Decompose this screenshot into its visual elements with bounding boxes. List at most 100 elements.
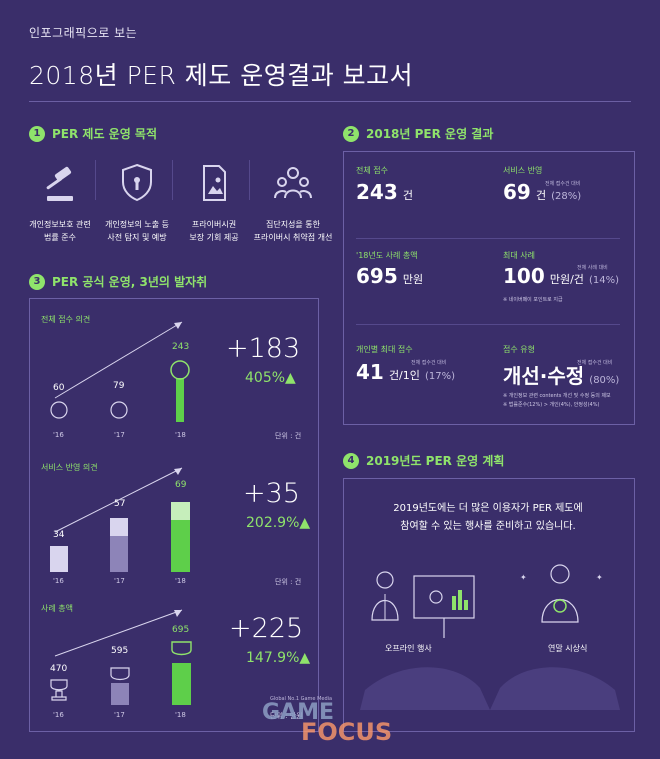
history-percent: 202.9%▲ <box>246 515 311 531</box>
section-title: PER 공식 운영, 3년의 발자취 <box>52 275 208 289</box>
history-unit: 단위 : 건 <box>275 578 302 586</box>
trend-arrow <box>174 322 182 329</box>
document-icon <box>50 546 68 572</box>
section-title: PER 제도 운영 목적 <box>52 127 158 141</box>
document-icon <box>110 518 128 536</box>
bar-highlight <box>176 378 184 422</box>
history-value: 695 <box>172 625 190 635</box>
divider <box>356 238 620 239</box>
divider <box>249 160 250 200</box>
shield-icon <box>114 160 160 206</box>
trend-line <box>54 609 183 657</box>
result-label: 전체 접수 <box>356 166 388 175</box>
plan-panel <box>343 478 635 732</box>
result-value-group: 243 건 <box>356 180 413 204</box>
result-value-group: 100 만원/건 (14%) <box>503 264 619 288</box>
section-title: 2018년 PER 운영 결과 <box>366 127 494 141</box>
watermark-tagline: Global No.1 Game Media <box>270 696 333 702</box>
document-icon <box>171 502 190 520</box>
svg-text:✦: ✦ <box>596 573 603 582</box>
history-value: 69 <box>175 480 187 490</box>
plan-illustration: ✦ ✦ <box>360 564 620 710</box>
hand-illustration <box>490 667 620 710</box>
result-value: 695 <box>356 264 398 288</box>
plan-item-label: 연말 시상식 <box>548 644 588 653</box>
result-note: 전체 접수건 대비 <box>577 360 613 366</box>
result-value-group: 개선·수정 (80%) <box>503 360 619 389</box>
result-value: 69 <box>503 180 531 204</box>
history-year: '18 <box>175 577 186 585</box>
history-unit: 단위 : 만원 <box>270 712 303 720</box>
result-value: 100 <box>503 264 545 288</box>
result-unit: 건 <box>535 189 547 202</box>
result-percent: (17%) <box>424 371 456 382</box>
history-chart <box>50 321 190 422</box>
history-label: 서비스 반영 의견 <box>41 463 98 472</box>
result-label: '18년도 사례 총액 <box>356 251 418 260</box>
divider <box>356 324 620 325</box>
history-value: 79 <box>113 381 125 391</box>
purpose-label: 집단지성을 통한 프라이버시 취약점 개선 <box>253 220 333 242</box>
history-value: 470 <box>50 664 68 674</box>
watermark-logo: FOCUS <box>301 718 393 746</box>
history-percent: 147.9%▲ <box>246 650 311 666</box>
svg-text:✦: ✦ <box>520 573 527 582</box>
section-title: 2019년도 PER 운영 계획 <box>366 454 505 468</box>
result-value-group: 41 건/1인 (17%) <box>356 360 455 384</box>
results-panel <box>343 151 635 425</box>
history-chart <box>50 609 192 705</box>
history-chart <box>50 467 190 572</box>
result-note: 전체 접수건 대비 <box>411 360 447 366</box>
result-footnote: ※ 법률준수(12%) > 개인(4%), 안정성(4%) <box>503 402 600 408</box>
result-percent: (14%) <box>589 275 620 286</box>
medal-icon <box>553 599 567 613</box>
trophy-icon <box>171 641 192 656</box>
result-percent: (28%) <box>551 191 582 202</box>
trophy-icon <box>110 667 130 681</box>
result-value: 개선·수정 <box>503 364 585 388</box>
trophy-icon <box>50 679 68 701</box>
divider <box>95 160 96 200</box>
result-label: 개인별 최대 접수 <box>356 345 413 354</box>
history-increase: +183 <box>226 333 301 364</box>
purpose-item: 개인정보보호 관련 법률 준수 <box>22 160 98 244</box>
bar-highlight <box>172 663 191 705</box>
result-value-group: 69 건 (28%) <box>503 180 581 204</box>
history-year: '16 <box>53 431 64 439</box>
purpose-label: 프라이버시권 보장 기회 제공 <box>189 220 239 242</box>
history-year: '16 <box>53 577 64 585</box>
history-value: 34 <box>53 530 65 540</box>
result-note: 전체 접수건 대비 <box>545 181 581 187</box>
presentation-board-icon <box>413 575 475 619</box>
hand-illustration <box>360 667 490 710</box>
gavel-icon <box>37 160 83 206</box>
purpose-label: 개인정보의 노출 등 사전 탐지 및 예방 <box>105 220 169 242</box>
section-number: 4 <box>343 452 359 469</box>
history-value: 243 <box>172 342 190 352</box>
header-divider <box>29 101 631 102</box>
divider <box>172 160 173 200</box>
trend-arrow <box>174 610 182 617</box>
bar <box>111 683 129 705</box>
bulb-icon <box>50 401 68 419</box>
winner-icon <box>550 564 570 584</box>
section-2-heading: 2 2018년 PER 운영 결과 <box>343 125 493 142</box>
result-percent: (80%) <box>589 375 620 386</box>
purpose-item: 집단지성을 통한 프라이버시 취약점 개선 <box>253 160 333 244</box>
result-label: 접수 유형 <box>503 345 535 354</box>
history-year: '17 <box>114 711 125 719</box>
purpose-item: 개인정보의 노출 등 사전 탐지 및 예방 <box>99 160 175 244</box>
history-year: '17 <box>114 431 125 439</box>
history-unit: 단위 : 건 <box>275 432 302 440</box>
history-value: 595 <box>111 646 129 656</box>
history-percent: 405%▲ <box>245 370 296 386</box>
purpose-item: 프라이버시권 보장 기회 제공 <box>176 160 252 244</box>
section-3-heading: 3 PER 공식 운영, 3년의 발자취 <box>29 273 207 290</box>
result-unit: 건 <box>402 189 413 202</box>
result-value: 41 <box>356 360 384 384</box>
history-label: 전체 접수 의견 <box>41 315 91 324</box>
presenter-icon <box>376 571 394 589</box>
section-4-heading: 4 2019년도 PER 운영 계획 <box>343 452 504 469</box>
section-number: 3 <box>29 273 45 290</box>
history-year: '17 <box>114 577 125 585</box>
